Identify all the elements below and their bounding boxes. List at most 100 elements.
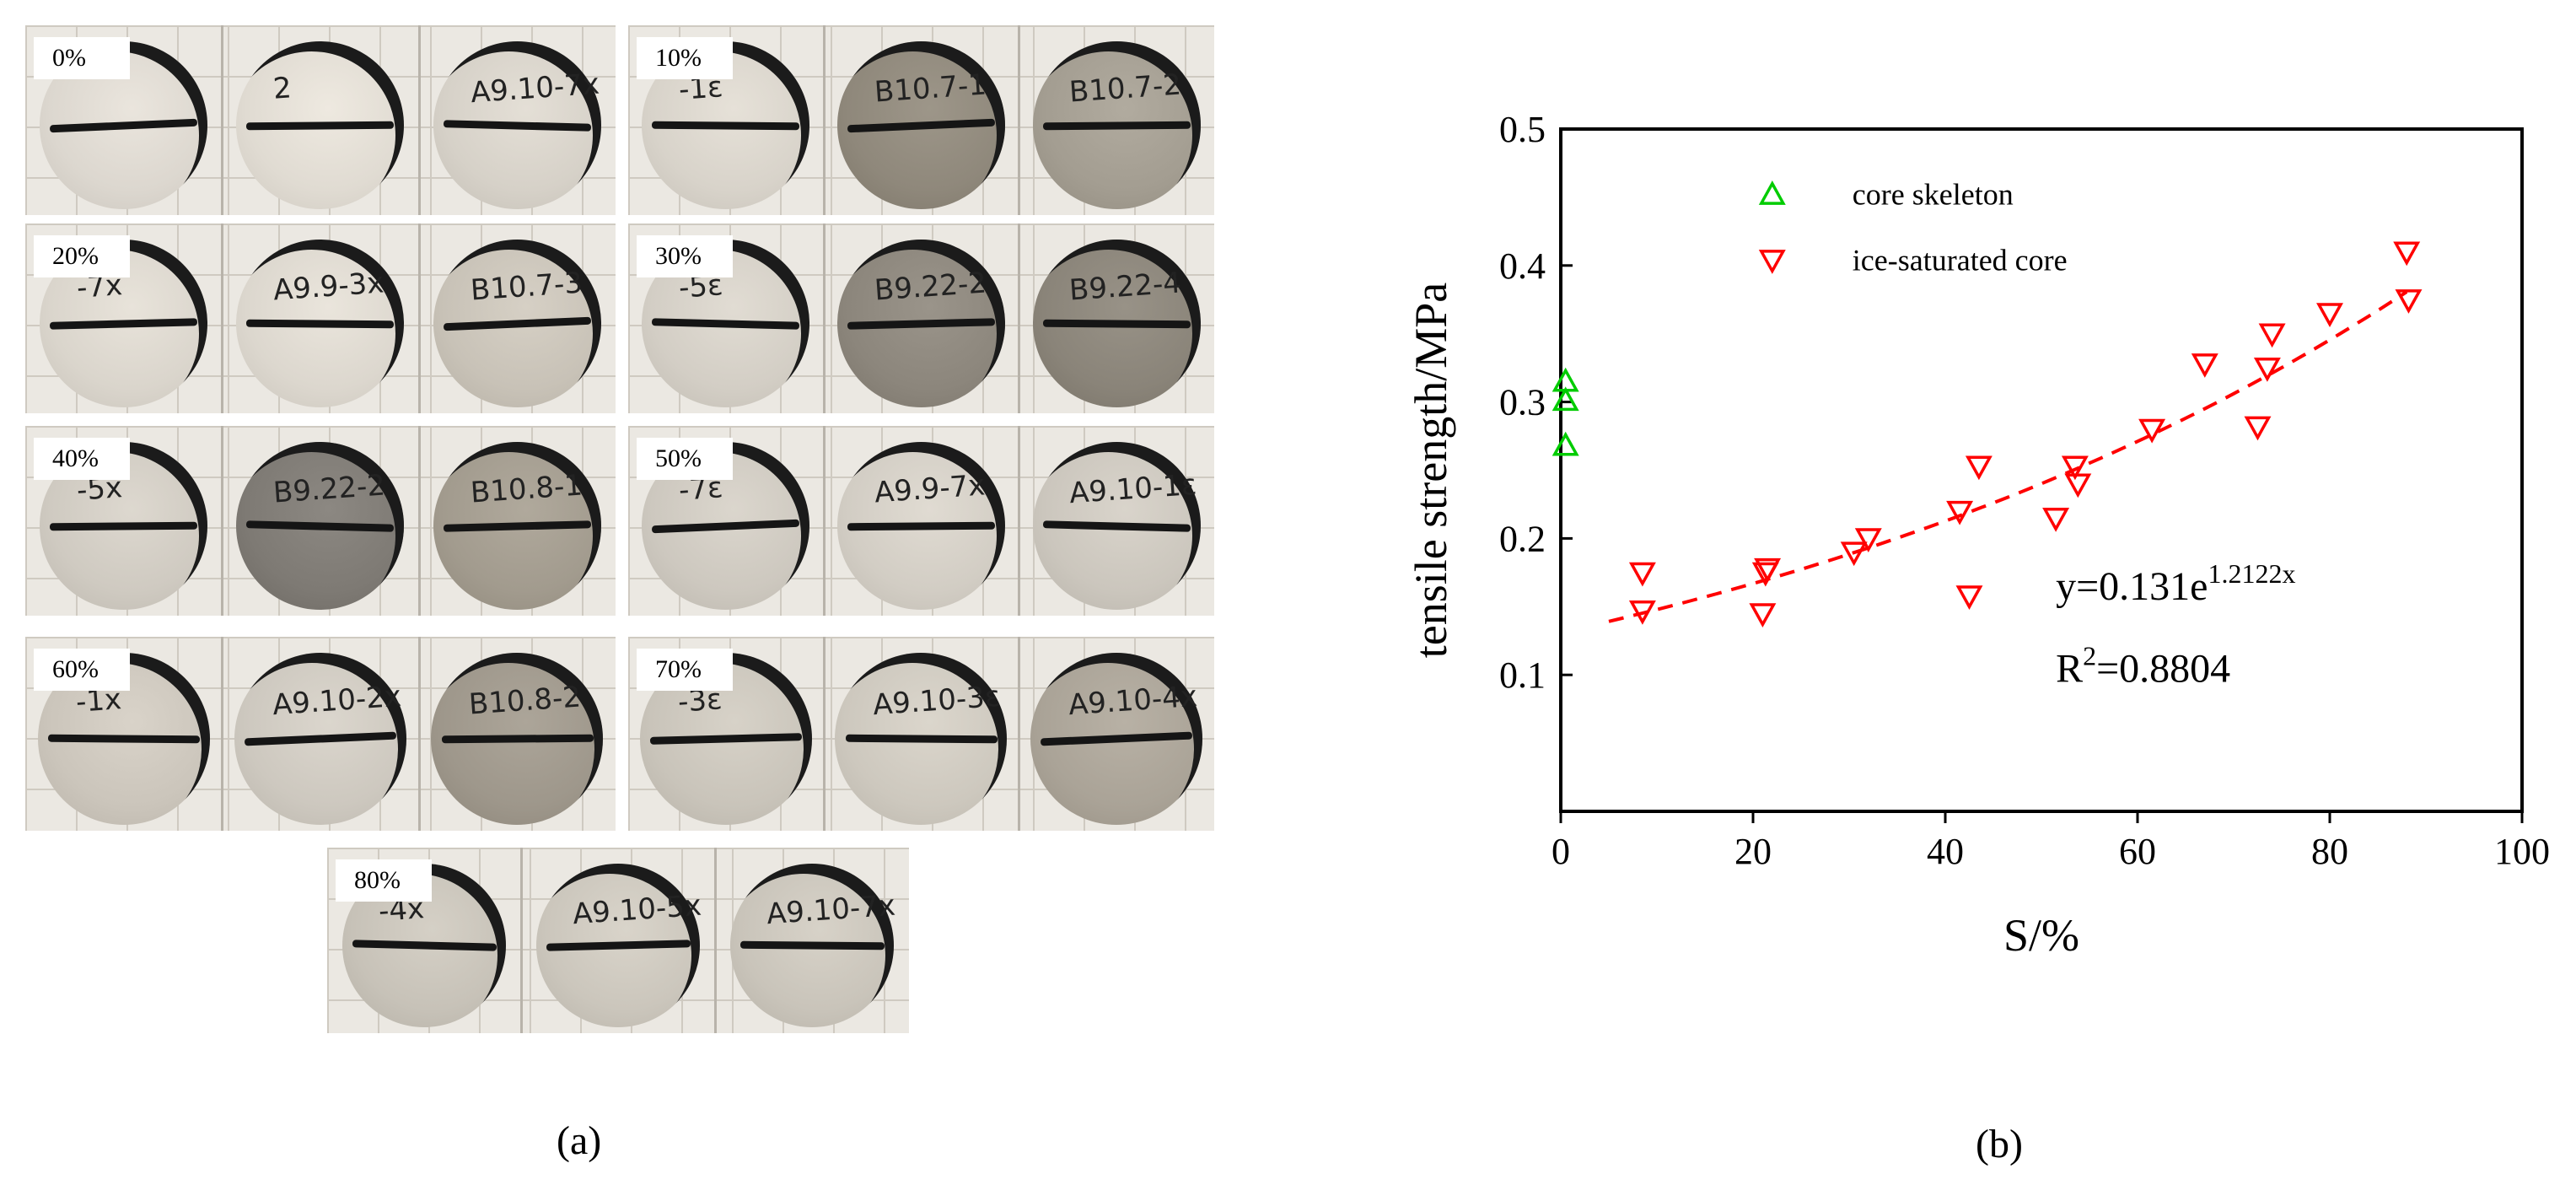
legend-entry: core skeleton: [1853, 178, 2014, 212]
specimen-id-handwriting: A9.10-2x: [271, 679, 403, 723]
saturation-label: 60%: [34, 649, 130, 691]
r-squared: R2=0.8804: [2056, 640, 2230, 691]
photo-divider: [221, 637, 224, 831]
fracture-line: [652, 317, 800, 330]
specimen-id-handwriting: B10.7-1: [873, 67, 987, 110]
x-tick-label: 100: [2494, 831, 2550, 872]
specimen-photo: B10.7-1: [824, 25, 1019, 215]
specimen-photo: B9.22-4: [1019, 224, 1214, 413]
panel-a-photo-grid: 2 A9.10-7x 0% -1ε B10.7-1 B10.7-2 10% -7x A9.9-3…: [25, 25, 1214, 1163]
split-rock-disc: B10.7-1: [836, 41, 1005, 209]
specimen-id-handwriting: A9.10-7x: [765, 888, 896, 932]
ice-saturated-core-point: [1955, 585, 1983, 610]
fracture-line: [246, 319, 395, 328]
fracture-line: [441, 734, 594, 744]
specimen-photo: A9.10-5x: [521, 848, 715, 1033]
fracture-line: [739, 940, 885, 951]
specimen-photo: A9.10-2x: [222, 637, 418, 831]
fit-equation: y=0.131e1.2122x: [2056, 558, 2295, 609]
ice-saturated-core-point: [2191, 353, 2218, 378]
fracture-line: [49, 118, 198, 132]
fracture-line: [1042, 121, 1191, 130]
ice-saturated-core-point: [1946, 500, 1974, 525]
core-skeleton-point: [1552, 386, 1579, 412]
saturation-label: 30%: [637, 235, 733, 277]
split-rock-disc: 2: [236, 41, 405, 209]
specimen-photo-group: -5x B9.22-2 B10.8-1 40%: [25, 426, 616, 616]
specimen-id-handwriting: B9.22-2: [272, 468, 387, 510]
ice-saturated-core-point: [2244, 416, 2272, 441]
tensile-strength-chart: 0 20 40 60 80 100 0.1 0.2 0.3 0.4 0.5 S/% tensile st…: [1406, 109, 2550, 1166]
specimen-photo: A9.9-3x: [222, 224, 418, 413]
photo-divider: [417, 426, 421, 616]
ice-saturated-core-point: [2042, 507, 2070, 532]
specimen-photo: B10.7-2: [1019, 25, 1214, 215]
saturation-label: 0%: [34, 37, 130, 79]
split-rock-disc: A9.10-7x: [433, 41, 601, 209]
specimen-photo: B10.8-1: [419, 426, 616, 616]
saturation-label: 10%: [637, 37, 733, 79]
split-rock-disc: B10.7-2: [1032, 41, 1201, 209]
ice-saturated-core-point: [2138, 418, 2166, 444]
photo-divider: [221, 426, 224, 616]
photo-divider: [1018, 426, 1021, 616]
photo-divider: [822, 25, 826, 215]
fracture-line: [1042, 319, 1191, 328]
specimen-id-handwriting: A9.10-5x: [571, 888, 702, 932]
specimen-photo: B10.7-3: [419, 224, 616, 413]
fracture-line: [443, 119, 591, 132]
fracture-line: [1041, 731, 1193, 746]
split-rock-disc: A9.10-1ε: [1032, 442, 1201, 610]
saturation-label: 80%: [336, 859, 432, 902]
fracture-line: [847, 317, 996, 330]
photo-divider: [520, 848, 523, 1033]
r-squared-superscript: 2: [2083, 640, 2096, 671]
specimen-id-handwriting: B10.7-3: [469, 266, 583, 308]
specimen-photo-group: -5ε B9.22-2 B9.22-4 30%: [628, 224, 1214, 413]
specimen-id-handwriting: 2: [272, 71, 293, 106]
fracture-line: [245, 731, 396, 746]
ice-saturated-core-point: [2316, 303, 2343, 328]
legend-entry: ice-saturated core: [1853, 243, 2068, 277]
fracture-line: [246, 121, 395, 130]
photo-divider: [822, 426, 826, 616]
y-axis-label: tensile strength/MPa: [1406, 283, 1456, 658]
photo-divider: [822, 224, 826, 413]
specimen-photo: B10.8-2: [419, 637, 616, 831]
ice-saturated-core-point: [2253, 358, 2281, 382]
y-tick-label: 0.2: [1499, 518, 1546, 559]
split-rock-disc: B9.22-4: [1032, 240, 1201, 407]
fracture-line: [847, 521, 996, 530]
saturation-label: 70%: [637, 649, 733, 691]
saturation-label: 50%: [637, 438, 733, 480]
split-rock-disc: B10.8-1: [433, 442, 601, 610]
specimen-photo: B9.22-2: [824, 224, 1019, 413]
fracture-line: [649, 733, 802, 745]
r-squared-symbol: R: [2056, 646, 2083, 691]
r-squared-value: =0.8804: [2096, 646, 2230, 691]
specimen-photo: 2: [222, 25, 418, 215]
core-skeleton-point: [1552, 431, 1579, 456]
fracture-line: [246, 520, 395, 532]
fracture-line: [1042, 520, 1191, 532]
specimen-photo-group: -7x A9.9-3x B10.7-3 20%: [25, 224, 616, 413]
specimen-photo-group: -3ε A9.10-3ε A9.10-4x 70%: [628, 637, 1214, 831]
ice-saturated-core-point: [1965, 455, 1993, 481]
fit-equation-base: y=0.131e: [2056, 564, 2208, 609]
x-tick-label: 80: [2311, 831, 2348, 872]
specimen-photo-group: 2 A9.10-7x 0%: [25, 25, 616, 215]
split-rock-disc: A9.9-3x: [236, 240, 405, 407]
x-tick-label: 60: [2119, 831, 2156, 872]
photo-divider: [822, 637, 826, 831]
specimen-id-handwriting: B9.22-4: [1068, 266, 1183, 308]
specimen-id-handwriting: A9.10-1ε: [1068, 467, 1198, 511]
fracture-line: [546, 940, 691, 951]
specimen-photo-group: -4x A9.10-5x A9.10-7x 80%: [327, 848, 909, 1033]
split-rock-disc: A9.10-7x: [730, 864, 896, 1027]
specimen-photo: A9.9-7x: [824, 426, 1019, 616]
split-rock-disc: A9.10-5x: [536, 864, 702, 1027]
split-rock-disc: A9.10-4x: [1030, 653, 1203, 825]
photo-divider: [417, 25, 421, 215]
ice-saturated-core-point: [1751, 562, 1779, 587]
x-axis-label: S/%: [2003, 910, 2079, 961]
